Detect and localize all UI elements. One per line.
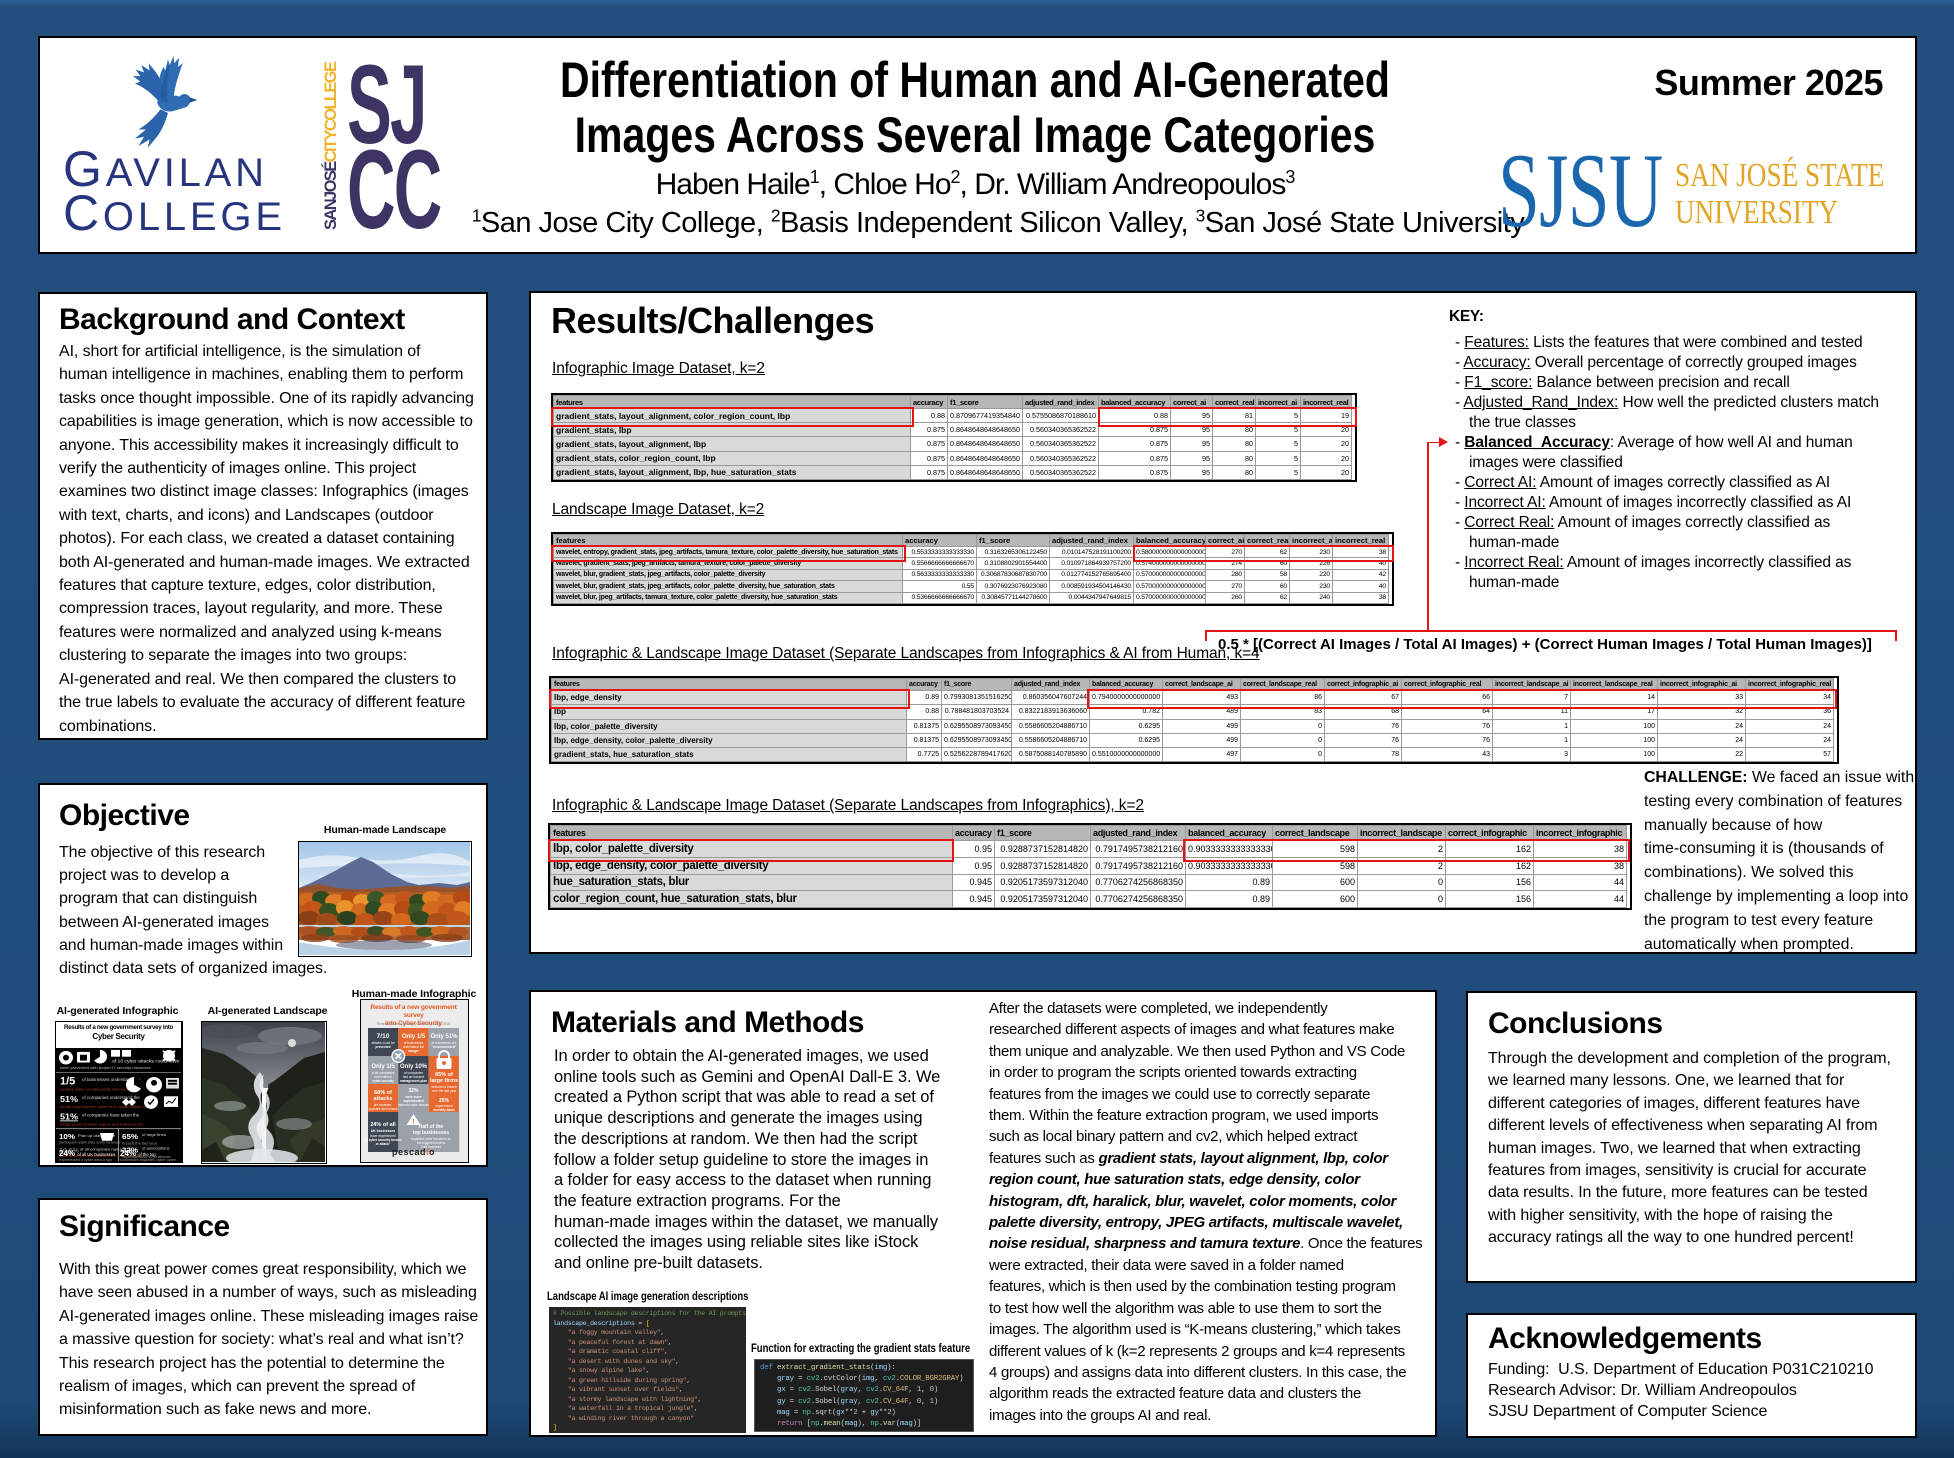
svg-text:of all companies: of all companies — [371, 1071, 394, 1075]
svg-text:51%: 51% — [60, 1112, 78, 1122]
svg-text:7/10: 7/10 — [377, 1033, 390, 1040]
svg-text:danger: danger — [408, 1049, 419, 1053]
svg-text:of businesses: of businesses — [404, 1041, 424, 1045]
svg-text:needs improvement patterns to: needs improvement patterns to organizati… — [60, 1104, 155, 1109]
svg-text:Plan up user course: Plan up user course — [78, 1133, 116, 1138]
svg-text:of businesses are: of businesses are — [432, 1041, 457, 1045]
svg-text:of companies have taken the: of companies have taken the — [82, 1113, 140, 1118]
svg-text:single good browser values and: single good browser values and balances … — [60, 1121, 144, 1126]
svg-text:understand the: understand the — [403, 1045, 424, 1049]
svg-text:cyber security police experien: cyber security police experience in mont… — [59, 1154, 141, 1158]
svg-text:impersonation most attacks: impersonation most attacks — [122, 1154, 171, 1159]
svg-text:were more: were more — [405, 1095, 422, 1099]
svg-text:25%: 25% — [439, 1098, 450, 1104]
svg-text:spyware and viruses: spyware and viruses — [368, 1107, 397, 1111]
svg-text:or attack": or attack" — [376, 1142, 391, 1146]
svg-text:Only 1/5: Only 1/5 — [371, 1064, 395, 1070]
svg-text:are malware,: are malware, — [374, 1103, 393, 1107]
svg-text:had external: had external — [374, 1075, 392, 1079]
svg-text:over the last year: over the last year — [432, 1089, 457, 1093]
svg-text:of 10 cyber attacks could have: of 10 cyber attacks could have — [112, 1059, 180, 1065]
svg-text:monthly basis: monthly basis — [433, 1108, 455, 1112]
svg-text:65%: 65% — [122, 1132, 138, 1141]
svg-text:of all companies had a: of all companies had a — [80, 1146, 123, 1151]
svg-text:"a cyber security breach: "a cyber security breach — [364, 1138, 401, 1142]
svg-text:been prevented with proper IT: been prevented with proper IT security m… — [60, 1065, 151, 1070]
svg-text:10.5%: 10.5% — [59, 1147, 79, 1154]
svg-text:had an incident: had an incident — [403, 1075, 425, 1079]
svg-text:"recommended": "recommended" — [432, 1045, 457, 1049]
svg-text:have experienced: have experienced — [370, 1134, 395, 1138]
svg-text:Only 1/5: Only 1/5 — [402, 1034, 426, 1040]
svg-text:68% of: 68% of — [374, 1090, 392, 1096]
svg-text:of large firms: of large firms — [142, 1132, 166, 1137]
svg-text:32%: 32% — [122, 1145, 138, 1154]
svg-text:breach the last year: breach the last year — [122, 1141, 158, 1146]
svg-text:Half of the: Half of the — [419, 1124, 444, 1130]
svg-text:51%: 51% — [60, 1094, 78, 1104]
svg-text:1/5: 1/5 — [60, 1076, 75, 1088]
svg-text:attacks: attacks — [374, 1096, 393, 1102]
svg-text:regarded cyber breaches as: regarded cyber breaches as — [411, 1137, 451, 1141]
svg-text:top businesses: top businesses — [413, 1130, 450, 1136]
svg-text:experienced: experienced — [435, 1104, 453, 1108]
svg-text:of businesses understand the: of businesses understand the — [82, 1077, 141, 1082]
svg-text:of companies understand the: of companies understand the — [82, 1095, 140, 1100]
svg-text:large firms: large firms — [430, 1078, 458, 1084]
svg-text:of companies: of companies — [404, 1071, 423, 1075]
svg-text:detected a breach: detected a breach — [431, 1085, 457, 1089]
svg-text:GAVILAN: GAVILAN — [63, 141, 268, 197]
svg-text:prevented: prevented — [375, 1045, 390, 1049]
svg-text:management plan: management plan — [400, 1079, 427, 1083]
svg-text:sophisticated: sophisticated — [403, 1099, 424, 1103]
svg-text:participant retain data entry: participant retain data entry increase — [59, 1141, 120, 1145]
svg-text:Only 10%: Only 10% — [400, 1064, 428, 1070]
svg-text:Only 51%: Only 51% — [430, 1034, 458, 1040]
svg-text:impersonation attacks: impersonation attacks — [398, 1103, 429, 1107]
svg-text:32%: 32% — [408, 1088, 419, 1094]
svg-text:65% of: 65% of — [435, 1072, 453, 1078]
svg-text:their business: their business — [421, 1145, 441, 1149]
svg-text:serious cyber consequently int: serious cyber consequently intervention — [60, 1087, 134, 1092]
svg-text:the biggest threat to: the biggest threat to — [417, 1141, 445, 1145]
svg-text:24% of all: 24% of all — [370, 1122, 396, 1128]
svg-text:attacks could be: attacks could be — [371, 1041, 394, 1045]
svg-text:COLLEGE: COLLEGE — [63, 185, 286, 240]
svg-text:cyber security: cyber security — [372, 1079, 394, 1083]
svg-text:of associations: of associations — [142, 1145, 170, 1150]
svg-text:!: ! — [412, 1119, 414, 1126]
svg-text:UK businesses: UK businesses — [371, 1129, 395, 1133]
svg-text:10%: 10% — [59, 1132, 75, 1141]
